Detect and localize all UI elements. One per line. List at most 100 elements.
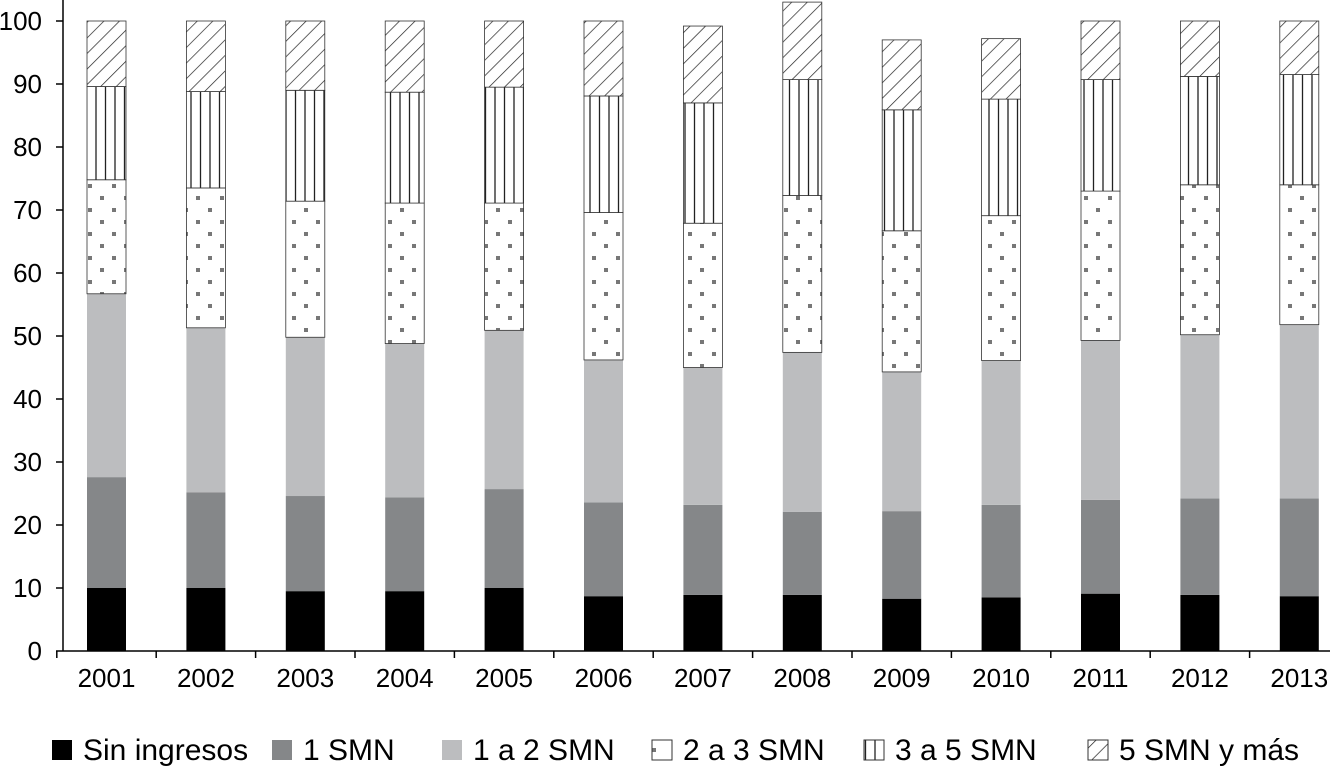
y-tick-label: 90 <box>13 69 42 99</box>
bar-segment-1-a-2-smn <box>584 359 623 503</box>
bar-segment-1-smn <box>484 489 524 588</box>
bar-segment-1-smn <box>584 502 623 597</box>
legend-swatch <box>1087 739 1109 761</box>
bar-stack-2001 <box>86 20 127 651</box>
bar-segment-2-a-3-smn <box>285 200 326 338</box>
bar-stack-2006 <box>583 20 624 651</box>
bar-segment-5-smn-y-mas <box>285 20 326 91</box>
bar-stack-2013 <box>1279 20 1320 651</box>
legend-label: 1 a 2 SMN <box>473 734 615 767</box>
bar-stack-2010 <box>981 38 1021 651</box>
legend-item-5-smn-y-mas: 5 SMN y más <box>1087 734 1299 767</box>
bar-segment-3-a-5-smn <box>1080 79 1121 192</box>
bar-segment-2-a-3-smn <box>1180 184 1220 336</box>
legend-swatch <box>863 739 885 761</box>
bar-segment-1-smn <box>782 511 822 595</box>
bars-layer <box>86 1 1320 651</box>
legend-label: 1 SMN <box>303 734 395 767</box>
bar-segment-2-a-3-smn <box>185 187 226 329</box>
x-tick-label: 2010 <box>972 663 1030 693</box>
bar-segment-1-a-2-smn <box>882 371 922 512</box>
x-tick-label: 2007 <box>674 663 732 693</box>
bar-stack-2008 <box>782 1 823 651</box>
bar-segment-sin-ingresos <box>186 588 226 651</box>
bar-segment-5-smn-y-mas <box>782 1 823 80</box>
bar-segment-5-smn-y-mas <box>881 39 922 111</box>
bar-segment-5-smn-y-mas <box>683 25 723 104</box>
bar-segment-1-smn <box>683 504 723 595</box>
legend-swatch <box>442 740 462 760</box>
y-tick-label: 10 <box>13 573 42 603</box>
x-tick-label: 2006 <box>575 663 633 693</box>
bar-segment-2-a-3-smn <box>384 202 425 344</box>
y-tick-label: 20 <box>13 510 42 540</box>
y-tick-label: 50 <box>13 321 42 351</box>
bar-segment-2-a-3-smn <box>583 212 624 361</box>
bar-segment-1-smn <box>981 504 1021 598</box>
legend-label: Sin ingresos <box>83 734 248 767</box>
y-tick-label: 70 <box>13 195 42 225</box>
bar-segment-5-smn-y-mas <box>981 38 1021 100</box>
bar-stack-2005 <box>484 20 525 651</box>
bar-segment-2-a-3-smn <box>86 179 127 295</box>
y-tick-label: 0 <box>28 636 42 666</box>
x-tick-label: 2012 <box>1171 663 1229 693</box>
x-tick-label: 2008 <box>773 663 831 693</box>
bar-segment-3-a-5-smn <box>1180 76 1220 186</box>
bar-stack-2003 <box>285 20 326 651</box>
y-tick-label: 60 <box>13 258 42 288</box>
x-tick-label: 2002 <box>177 663 235 693</box>
bar-segment-1-a-2-smn <box>186 327 226 493</box>
legend-label: 2 a 3 SMN <box>683 734 825 767</box>
bar-segment-5-smn-y-mas <box>583 20 624 97</box>
bar-segment-5-smn-y-mas <box>1279 20 1320 75</box>
bar-segment-3-a-5-smn <box>384 91 425 204</box>
legend-item-1-smn: 1 SMN <box>272 734 395 767</box>
bar-segment-1-a-2-smn <box>782 352 822 512</box>
bar-segment-2-a-3-smn <box>981 215 1021 361</box>
bar-segment-2-a-3-smn <box>782 195 823 353</box>
bar-segment-sin-ingresos <box>1081 593 1120 651</box>
bar-segment-sin-ingresos <box>1180 594 1220 651</box>
bar-segment-sin-ingresos <box>683 594 723 651</box>
bar-segment-1-smn <box>385 497 425 592</box>
bar-segment-1-a-2-smn <box>385 343 425 498</box>
bar-stack-2011 <box>1080 20 1121 651</box>
bar-segment-sin-ingresos <box>484 588 524 651</box>
bar-segment-1-smn <box>1279 498 1319 597</box>
bar-segment-3-a-5-smn <box>881 109 922 232</box>
x-tick-label: 2004 <box>376 663 434 693</box>
bar-segment-2-a-3-smn <box>881 230 922 373</box>
bar-segment-5-smn-y-mas <box>1180 20 1220 77</box>
bar-segment-3-a-5-smn <box>583 95 624 213</box>
bar-segment-sin-ingresos <box>285 591 325 651</box>
legend-swatch <box>272 740 292 760</box>
bar-segment-sin-ingresos <box>882 598 922 651</box>
legend-item-sin-ingresos: Sin ingresos <box>52 734 248 767</box>
legend-item-3-a-5-smn: 3 a 5 SMN <box>863 734 1037 767</box>
bar-segment-sin-ingresos <box>1279 596 1319 651</box>
y-tick-label: 30 <box>13 447 42 477</box>
y-tick-label: 100 <box>0 6 42 36</box>
bar-stack-2009 <box>881 39 922 651</box>
bar-segment-3-a-5-smn <box>1279 74 1320 186</box>
bar-segment-1-smn <box>87 477 126 588</box>
bar-segment-sin-ingresos <box>87 588 126 651</box>
legend: Sin ingresos 1 SMN 1 a 2 SMN 2 a 3 SMN 3 a 5… <box>52 734 1299 767</box>
bar-segment-2-a-3-smn <box>683 222 723 368</box>
bar-segment-1-a-2-smn <box>484 330 524 490</box>
bar-segment-5-smn-y-mas <box>86 20 127 87</box>
x-tick-label: 2013 <box>1270 663 1328 693</box>
bar-segment-5-smn-y-mas <box>484 20 525 88</box>
bar-segment-2-a-3-smn <box>1279 184 1320 326</box>
legend-item-2-a-3-smn: 2 a 3 SMN <box>651 734 825 767</box>
legend-swatch <box>651 739 673 761</box>
bar-segment-3-a-5-smn <box>782 79 823 196</box>
bar-segment-1-smn <box>285 496 325 592</box>
bar-stack-2002 <box>185 20 226 651</box>
bar-segment-1-a-2-smn <box>87 293 126 478</box>
bar-segment-sin-ingresos <box>782 594 822 651</box>
y-axis: 0 10 20 30 40 50 60 70 80 90 100 <box>0 0 64 666</box>
bar-segment-3-a-5-smn <box>285 89 326 202</box>
